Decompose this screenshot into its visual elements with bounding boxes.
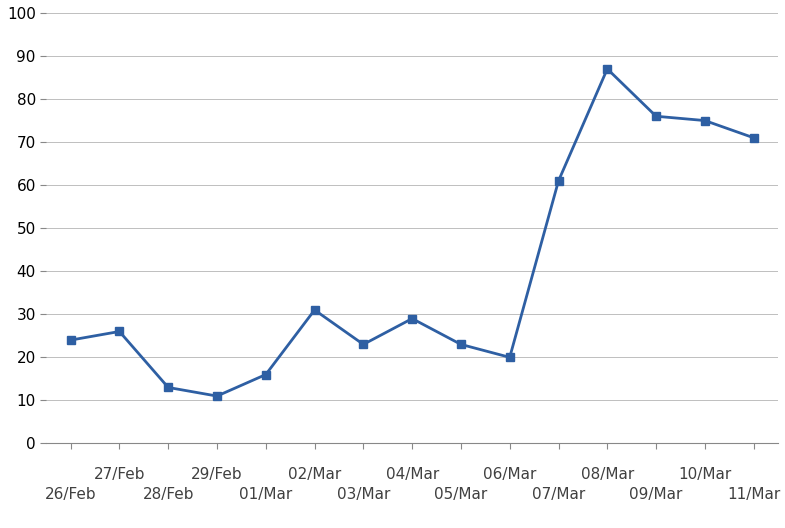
- Text: 08/Mar: 08/Mar: [581, 467, 634, 482]
- Text: 01/Mar: 01/Mar: [239, 487, 292, 502]
- Text: 06/Mar: 06/Mar: [483, 467, 536, 482]
- Text: 09/Mar: 09/Mar: [630, 487, 683, 502]
- Text: 10/Mar: 10/Mar: [678, 467, 732, 482]
- Text: 28/Feb: 28/Feb: [142, 487, 194, 502]
- Text: 11/Mar: 11/Mar: [727, 487, 780, 502]
- Text: 29/Feb: 29/Feb: [192, 467, 243, 482]
- Text: 07/Mar: 07/Mar: [532, 487, 585, 502]
- Text: 05/Mar: 05/Mar: [434, 487, 487, 502]
- Text: 02/Mar: 02/Mar: [288, 467, 341, 482]
- Text: 26/Feb: 26/Feb: [45, 487, 97, 502]
- Text: 03/Mar: 03/Mar: [337, 487, 390, 502]
- Text: 04/Mar: 04/Mar: [385, 467, 439, 482]
- Text: 27/Feb: 27/Feb: [93, 467, 145, 482]
